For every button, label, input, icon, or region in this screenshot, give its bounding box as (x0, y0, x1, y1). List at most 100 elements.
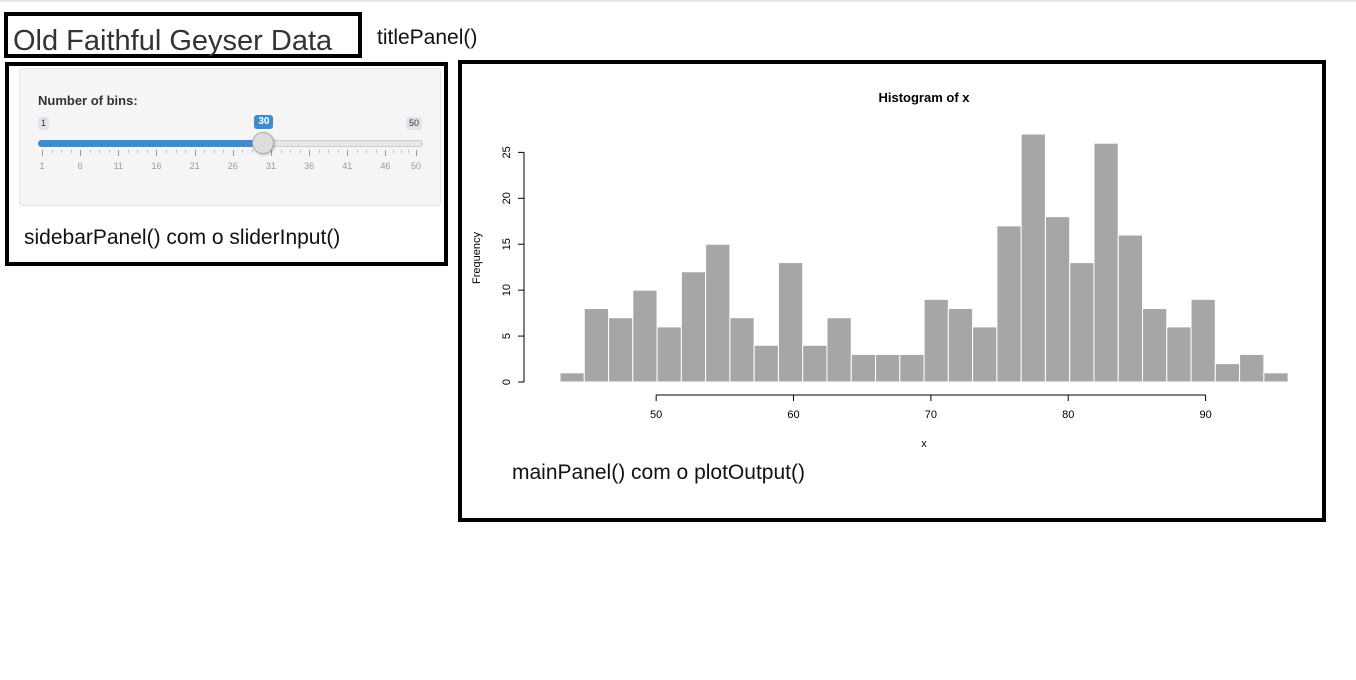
y-tick-label: 10 (501, 284, 513, 296)
slider-tick (385, 150, 387, 156)
slider-minor-tick (127, 150, 129, 153)
y-tick-label: 25 (501, 146, 513, 158)
slider-minor-tick (328, 150, 330, 153)
histogram-bar (1069, 262, 1095, 383)
slider-minor-tick (280, 150, 282, 153)
histogram-bar (802, 344, 828, 383)
slider-track-fill (38, 140, 264, 147)
x-axis-label: x (921, 438, 927, 450)
slider-minor-tick (299, 150, 301, 153)
slider-minor-tick (99, 150, 101, 153)
slider-minor-tick (408, 150, 410, 153)
slider-tick-label: 41 (342, 161, 353, 171)
histogram-bar (923, 298, 949, 383)
histogram-bar (947, 308, 974, 383)
slider-minor-tick (61, 150, 63, 153)
slider-tick-label: 6 (77, 161, 83, 171)
slider-minor-tick (108, 150, 110, 153)
histogram-bar (899, 353, 925, 383)
histogram-bar (850, 353, 877, 383)
slider-minor-tick (400, 150, 402, 153)
slider-minor-tick (356, 150, 358, 153)
histogram-bar (656, 326, 682, 383)
slider-tick-label: 50 (410, 161, 422, 171)
histogram-bar (777, 262, 804, 383)
histogram-bar (632, 289, 658, 383)
histogram-bar (608, 317, 634, 383)
slider-tick (270, 150, 272, 156)
slider-minor-tick (251, 150, 253, 153)
histogram-bar (583, 308, 610, 383)
slider-tick-label: 46 (380, 161, 391, 171)
x-tick-label: 80 (1062, 409, 1074, 421)
slider-tick (42, 150, 43, 156)
main-panel-annotation: mainPanel() com o plotOutput() (512, 461, 805, 484)
slider-minor-tick (166, 150, 168, 153)
y-tick-label: 20 (501, 192, 513, 204)
histogram-bar (1239, 353, 1265, 383)
slider-tick-label: 36 (304, 161, 315, 171)
y-tick-label: 5 (501, 333, 513, 339)
histogram-bar (729, 317, 755, 383)
histogram-bar (1166, 326, 1192, 383)
slider-minor-tick (318, 150, 320, 153)
slider-tick-label: 1 (39, 161, 45, 171)
slider-minor-tick (375, 150, 377, 153)
slider-tick (80, 150, 82, 156)
chart-title: Histogram of x (878, 90, 970, 105)
sidebar-panel-annotation: sidebarPanel() com o sliderInput() (24, 226, 341, 249)
slider-tick-label: 31 (265, 161, 276, 171)
title-panel-highlight: Old Faithful Geyser Data (4, 12, 362, 58)
histogram-bar (1020, 133, 1046, 383)
histogram-bar (1263, 372, 1289, 383)
slider-value-badge: 30 (254, 115, 274, 129)
slider-minor-tick (204, 150, 206, 153)
histogram-bar (1093, 142, 1119, 383)
histogram-bar (1190, 298, 1216, 383)
slider-minor-tick (185, 150, 187, 153)
y-axis-label: Frequency (471, 232, 483, 284)
slider-tick-label: 16 (151, 161, 162, 171)
y-tick-label: 0 (501, 379, 513, 385)
slider-minor-tick (290, 150, 292, 153)
slider-minor-tick (51, 150, 53, 153)
y-tick-label: 15 (501, 238, 513, 250)
main-panel-highlight: Histogram of x 50 60 70 80 90 x 0 5 10 15 20 25 Frequ… (458, 60, 1326, 522)
slider-handle[interactable] (252, 132, 275, 154)
top-divider (0, 0, 1356, 2)
x-tick-label: 50 (650, 409, 662, 421)
sidebar-panel-highlight: Number of bins: 1 50 30 1 6 11 16 21 26 31 36 41… (5, 62, 448, 266)
slider-max-label: 50 (406, 117, 423, 130)
slider-tick (232, 150, 234, 156)
slider-min-label: 1 (38, 117, 50, 130)
slider-minor-tick (213, 150, 215, 153)
slider-tick (156, 150, 158, 156)
slider-tick (347, 150, 349, 156)
histogram-bar (1044, 216, 1071, 383)
x-tick-label: 70 (925, 409, 937, 421)
page-title: Old Faithful Geyser Data (13, 25, 333, 57)
slider-minor-tick (393, 150, 395, 153)
slider-minor-tick (175, 150, 177, 153)
histogram-bar (875, 353, 901, 383)
slider-tick (194, 150, 196, 156)
slider-minor-tick (70, 150, 72, 153)
histogram-bar (680, 271, 707, 383)
histogram-bar (559, 372, 585, 383)
slider-tick (118, 150, 120, 156)
histogram-bar (996, 225, 1022, 383)
slider-tick (309, 150, 311, 156)
slider-minor-tick (366, 150, 368, 153)
slider-minor-tick (137, 150, 139, 153)
histogram-bar (1142, 308, 1168, 383)
slider-minor-tick (242, 150, 244, 153)
slider-tick-label: 11 (113, 161, 123, 171)
x-tick-label: 90 (1199, 409, 1211, 421)
histogram-bar (1214, 363, 1241, 383)
slider-minor-tick (337, 150, 339, 153)
slider-label: Number of bins: (38, 93, 138, 108)
slider-tick-label: 26 (227, 161, 238, 171)
slider-tick (416, 150, 417, 156)
title-panel-annotation: titlePanel() (377, 26, 478, 49)
histogram-bar (972, 326, 998, 383)
